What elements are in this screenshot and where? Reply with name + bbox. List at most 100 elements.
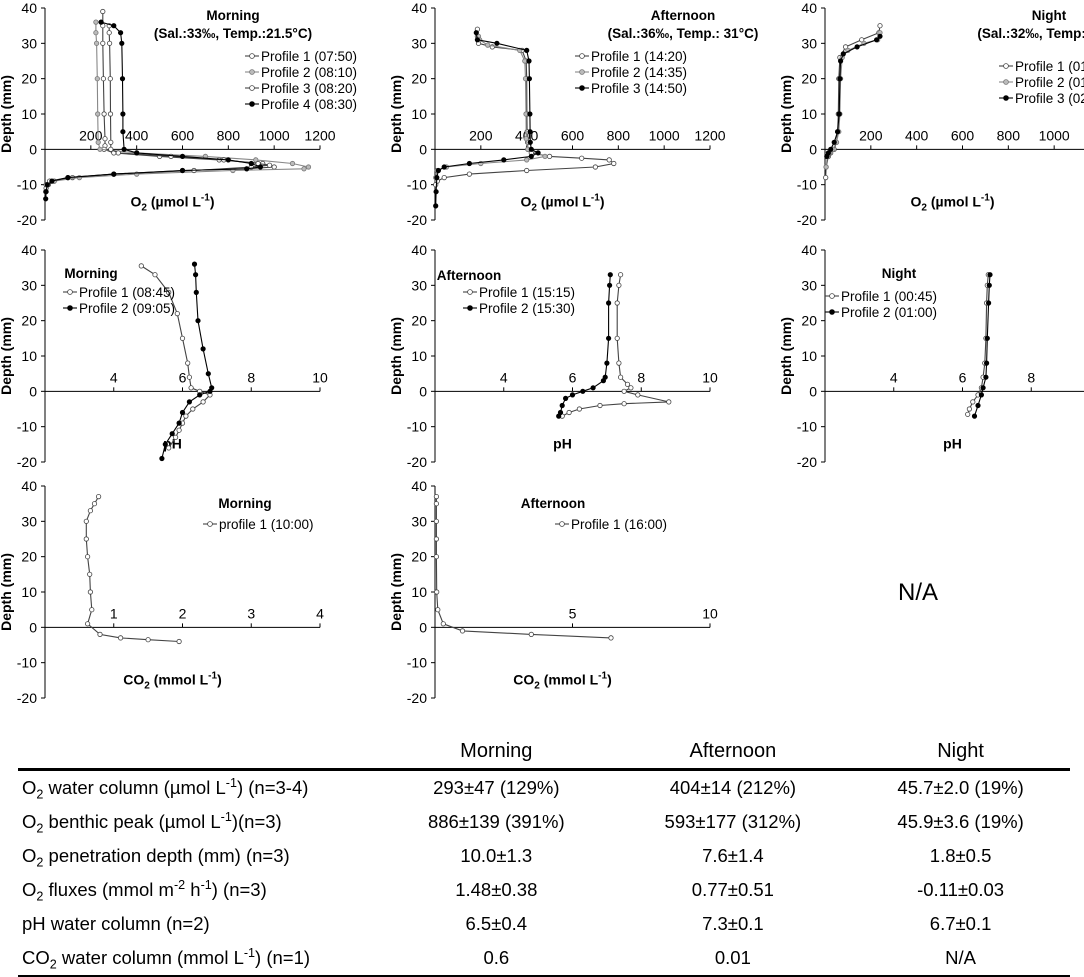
- y-tick-label: -20: [17, 212, 37, 228]
- x-axis-label: O2 (µmol L-1): [911, 193, 995, 214]
- summary-row: O2 penetration depth (mm) (n=3) 10.0±1.3 7…: [18, 839, 1070, 873]
- na-label: N/A: [898, 579, 938, 606]
- summary-cell: 0.6: [378, 941, 615, 977]
- data-point: [835, 129, 841, 135]
- x-axis-label: O2 (µmol L-1): [131, 193, 215, 214]
- x-tick-label: 800: [217, 127, 241, 143]
- legend-marker: [249, 85, 255, 91]
- y-tick-label: 40: [21, 478, 37, 494]
- data-point: [166, 289, 172, 296]
- data-point: [877, 23, 883, 29]
- data-point: [616, 360, 622, 366]
- y-tick-label: -20: [797, 454, 817, 470]
- summary-cell: 404±14 (212%): [669, 777, 797, 798]
- data-point: [174, 310, 180, 317]
- legend-label: Profile 2 (08:10): [261, 65, 357, 80]
- summary-cell: 0.77±0.51: [691, 879, 774, 900]
- data-point: [120, 111, 126, 117]
- x-tick-label: 1000: [259, 127, 290, 143]
- data-point: [179, 167, 186, 174]
- data-point: [205, 371, 211, 377]
- legend-label: Profile 2 (01:45): [1015, 75, 1084, 90]
- data-point: [628, 385, 634, 391]
- summary-row: pH water column (n=2) 6.5±0.4 7.3±0.1 6.7±0…: [18, 907, 1070, 941]
- data-point: [106, 40, 113, 46]
- data-point: [606, 300, 612, 306]
- series-line: [85, 496, 180, 643]
- data-point: [607, 272, 613, 278]
- x-tick-label: 2: [179, 605, 187, 621]
- data-point: [604, 360, 610, 366]
- data-point: [435, 607, 441, 613]
- legend-label: Profile 1 (16:00): [571, 517, 667, 532]
- y-tick-label: 0: [419, 141, 427, 157]
- panel-title: Morning: [64, 266, 117, 281]
- summary-row-label: O2 benthic peak (µmol L-1)(n=3): [22, 809, 282, 836]
- panel-title: Morning: [218, 496, 271, 511]
- y-tick-label: 20: [411, 313, 427, 329]
- data-point: [108, 146, 114, 152]
- data-point: [87, 508, 94, 514]
- x-tick-label: 8: [637, 369, 645, 385]
- legend-label: Profile 2 (09:05): [79, 301, 175, 316]
- data-point: [152, 272, 158, 278]
- data-point: [83, 518, 89, 524]
- data-point: [435, 167, 442, 174]
- data-point: [526, 76, 533, 82]
- data-point: [559, 402, 565, 409]
- data-point: [528, 631, 534, 637]
- panel-title: Morning: [206, 8, 259, 23]
- data-point: [83, 536, 89, 542]
- y-axis-label: Depth (mm): [778, 317, 794, 395]
- legend-marker: [829, 309, 835, 315]
- panel-subtitle: (Sal.:32‰, Temp:18°C): [977, 26, 1084, 41]
- y-tick-label: 20: [801, 71, 817, 87]
- data-point: [466, 171, 473, 177]
- summary-row-label: O2 fluxes (mmol m-2 h-1) (n=3): [22, 877, 267, 904]
- data-point: [614, 300, 620, 306]
- data-point: [840, 51, 846, 57]
- data-point: [606, 157, 612, 163]
- y-tick-label: 40: [411, 478, 427, 494]
- y-tick-label: 20: [21, 313, 37, 329]
- data-point: [527, 139, 533, 145]
- data-point: [93, 40, 100, 46]
- data-point: [535, 150, 541, 156]
- data-point: [441, 164, 447, 170]
- series-markers: [971, 272, 993, 419]
- panel-title: Afternoon: [521, 496, 586, 511]
- x-tick-label: 1: [110, 605, 118, 621]
- data-point: [179, 153, 186, 159]
- data-point: [524, 167, 530, 174]
- data-point: [624, 381, 631, 387]
- x-axis-label: pH: [943, 436, 962, 452]
- data-point: [838, 58, 844, 64]
- y-tick-label: -20: [17, 454, 37, 470]
- chart-co2_morning: -20 -10 0 10 20 30 40 1 2 3 4 Depth (mm) CO2 (mmol L…: [0, 478, 324, 706]
- series-line: [561, 274, 669, 417]
- data-point: [100, 8, 106, 15]
- legend-label: Profile 2 (14:35): [591, 65, 687, 80]
- data-point: [166, 445, 172, 451]
- x-tick-label: 6: [569, 369, 577, 385]
- x-tick-label: 600: [171, 127, 195, 143]
- x-tick-label: 10: [702, 605, 718, 621]
- series-markers: [433, 494, 614, 641]
- y-axis-label: Depth (mm): [388, 317, 404, 395]
- y-tick-label: -20: [17, 690, 37, 706]
- y-tick-label: 40: [21, 242, 37, 258]
- data-point: [305, 164, 312, 170]
- summary-row-label: CO2 water column (mmol L-1) (n=1): [18, 941, 378, 977]
- data-point: [823, 164, 829, 170]
- data-point: [980, 385, 986, 391]
- data-point: [107, 76, 113, 82]
- data-point: [101, 111, 107, 117]
- data-point: [618, 374, 624, 380]
- summary-row-label: pH water column (n=2): [22, 913, 210, 934]
- data-point: [975, 402, 981, 409]
- data-point: [528, 146, 534, 152]
- summary-cell: 886±139 (391%): [427, 811, 565, 832]
- data-point: [289, 160, 296, 167]
